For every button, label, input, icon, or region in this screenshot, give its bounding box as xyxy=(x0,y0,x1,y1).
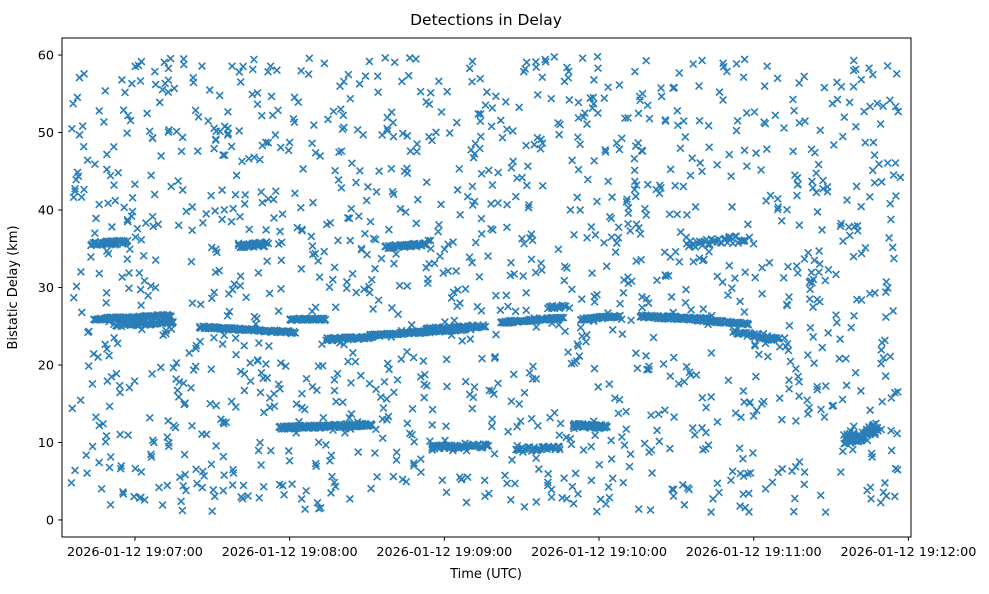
y-tick-label: 10 xyxy=(38,436,54,451)
x-tick-label: 2026-01-12 19:09:00 xyxy=(376,545,512,560)
x-tick-label: 2026-01-12 19:10:00 xyxy=(531,545,667,560)
chart-title: Detections in Delay xyxy=(410,11,562,29)
x-tick-label: 2026-01-12 19:08:00 xyxy=(222,545,358,560)
y-tick-label: 0 xyxy=(46,513,54,528)
plot-frame xyxy=(61,37,912,538)
x-axis-ticks: 2026-01-12 19:07:00 2026-01-12 19:08:00 20… xyxy=(67,537,976,560)
y-tick-label: 30 xyxy=(38,281,54,296)
scatter-markers xyxy=(67,52,905,517)
y-axis-label: Bistatic Delay (km) xyxy=(6,225,21,349)
x-tick-label: 2026-01-12 19:11:00 xyxy=(686,545,822,560)
x-tick-label: 2026-01-12 19:07:00 xyxy=(67,545,203,560)
y-tick-label: 40 xyxy=(38,204,54,219)
y-tick-label: 50 xyxy=(38,126,54,141)
x-axis-label: Time (UTC) xyxy=(449,567,522,582)
y-tick-label: 60 xyxy=(38,49,54,64)
y-tick-label: 20 xyxy=(38,358,54,373)
detection-markers xyxy=(67,52,905,517)
y-axis-ticks: 0 10 20 30 40 50 60 xyxy=(38,49,62,528)
x-tick-label: 2026-01-12 19:12:00 xyxy=(840,545,976,560)
